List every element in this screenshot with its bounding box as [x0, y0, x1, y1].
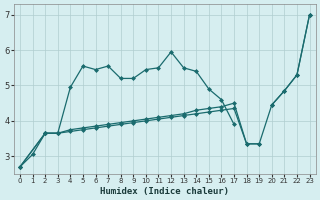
X-axis label: Humidex (Indice chaleur): Humidex (Indice chaleur): [100, 187, 229, 196]
